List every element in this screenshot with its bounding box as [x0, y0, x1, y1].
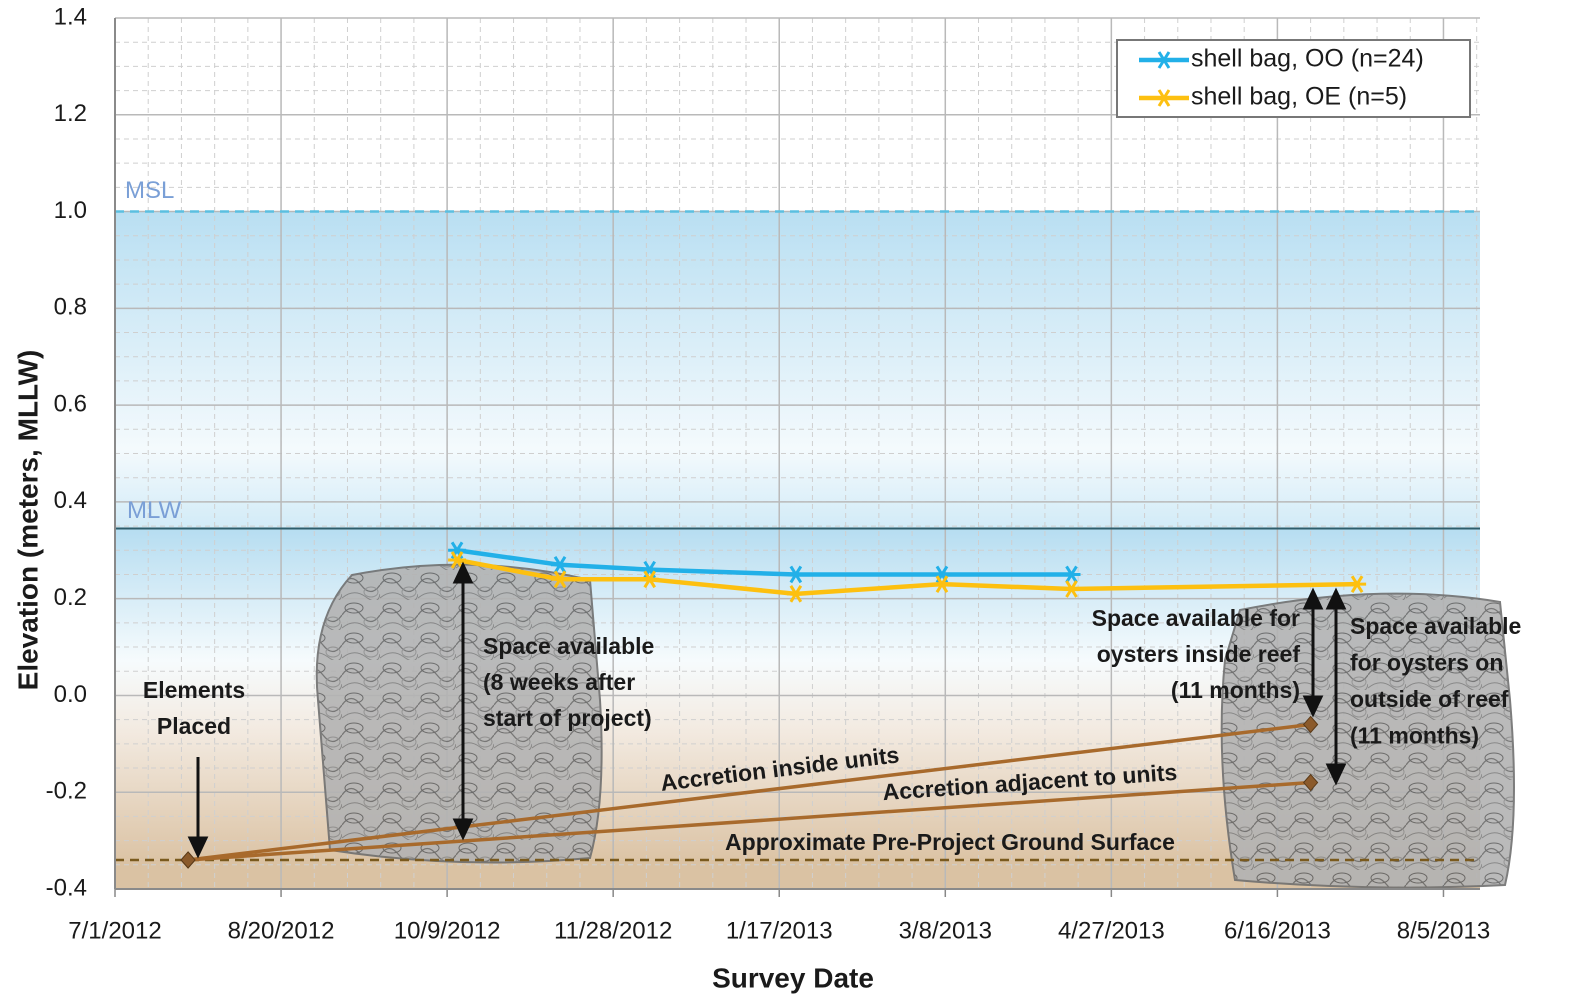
y-tick-label: 0.4 — [54, 487, 87, 514]
reference-label: Approximate Pre-Project Ground Surface — [725, 829, 1175, 855]
x-tick-label: 10/9/2012 — [394, 917, 501, 944]
annotation-line: outside of reef — [1350, 686, 1509, 712]
x-tick-label: 1/17/2013 — [726, 917, 833, 944]
y-tick-label: 1.2 — [54, 100, 87, 127]
y-tick-label: 1.4 — [54, 3, 87, 30]
annotation-line: Space available for — [1092, 605, 1300, 631]
x-tick-label: 3/8/2013 — [899, 917, 992, 944]
x-tick-label: 7/1/2012 — [68, 917, 161, 944]
x-tick-label: 4/27/2013 — [1058, 917, 1165, 944]
chart: 1.4 1.2 1.0 0.8 0.6 0.4 0.2 0.0 -0.2 -0.4 7/1/2012… — [0, 0, 1575, 1002]
annotation-line: Space available — [483, 633, 654, 659]
y-tick-label: -0.4 — [46, 874, 87, 901]
legend-label: shell bag, OO (n=24) — [1191, 45, 1424, 73]
y-tick-label: -0.2 — [46, 778, 87, 805]
x-tick-label: 8/20/2012 — [228, 917, 335, 944]
y-tick-label: 0.6 — [54, 390, 87, 417]
annotation-line: (11 months) — [1350, 723, 1479, 749]
annotation-line: for oysters on — [1350, 650, 1503, 676]
annotation-line: (11 months) — [1171, 677, 1300, 703]
y-tick-label: 1.0 — [54, 197, 87, 224]
reference-label: MLW — [127, 497, 182, 524]
y-tick-label: 0.0 — [54, 681, 87, 708]
x-tick-label: 11/28/2012 — [554, 917, 672, 944]
annotation-line: Placed — [157, 713, 231, 739]
x-tick-label: 8/5/2013 — [1397, 917, 1490, 944]
reference-label: MSL — [125, 177, 174, 204]
zone-intertidal — [115, 212, 1480, 529]
y-tick-label: 0.8 — [54, 294, 87, 321]
annotation-line: (8 weeks after — [483, 669, 635, 695]
annotation-line: oysters inside reef — [1097, 641, 1301, 667]
annotation-line: Elements — [143, 677, 245, 703]
legend-label: shell bag, OE (n=5) — [1191, 83, 1407, 111]
annotation-line: start of project) — [483, 705, 652, 731]
y-axis-title: Elevation (meters, MLLW) — [12, 350, 43, 691]
y-tick-label: 0.2 — [54, 584, 87, 611]
annotation-line: Space available — [1350, 613, 1521, 639]
x-axis-title: Survey Date — [712, 962, 874, 993]
x-tick-label: 6/16/2013 — [1224, 917, 1331, 944]
